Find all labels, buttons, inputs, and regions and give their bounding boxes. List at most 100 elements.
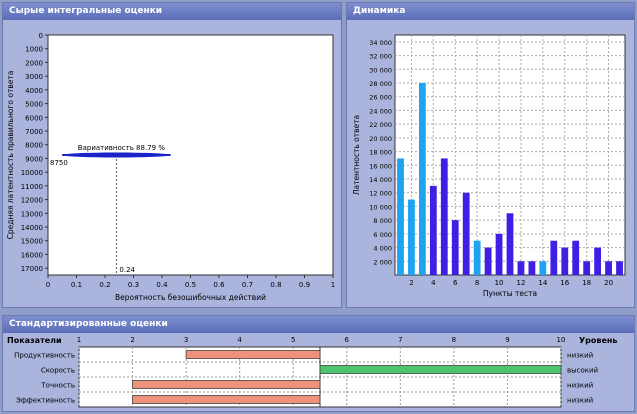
x-tick-label: 7 (398, 336, 402, 344)
bar (429, 185, 437, 275)
x-tick-label: 2 (130, 336, 134, 344)
bar (473, 240, 481, 275)
y-tick-label: 7000 (25, 128, 43, 136)
x-tick-label: 0.6 (213, 281, 225, 289)
x-tick-label: 5 (291, 336, 295, 344)
x-tick-label: 1 (77, 336, 81, 344)
standardized-title: Стандартизированные оценки (3, 316, 634, 333)
x-tick-label: 0.9 (299, 281, 310, 289)
y-tick-label: 6 000 (373, 231, 392, 239)
row-label: Точность (40, 382, 75, 390)
y-tick-label: 1000 (25, 46, 43, 54)
bar (517, 261, 525, 275)
point-x-label: 0.24 (119, 266, 135, 274)
x-tick-label: 20 (604, 279, 613, 287)
x-tick-label: 8 (452, 336, 456, 344)
row-level: низкий (567, 382, 593, 390)
point-y-label: 8750 (50, 159, 68, 167)
bar (583, 261, 591, 275)
bar (418, 83, 426, 275)
x-tick-label: 16 (560, 279, 569, 287)
x-tick-label: 6 (453, 279, 458, 287)
y-tick-label: 10 000 (369, 203, 392, 211)
x-tick-label: 0.8 (270, 281, 281, 289)
bar (561, 247, 569, 275)
y-tick-label: 0 (39, 32, 43, 40)
standardized-chart: Показатели Уровень 1 2 3 4 5 6 7 8 9 10 Продуктивнос… (7, 336, 617, 408)
y-tick-label: 17000 (21, 265, 43, 273)
y-tick-label: 3000 (25, 73, 43, 81)
bar (495, 233, 503, 275)
x-tick-label: 8 (475, 279, 479, 287)
y-tick-label: 24 000 (369, 107, 392, 115)
x-tick-label: 12 (516, 279, 525, 287)
x-tick-label: 10 (495, 279, 504, 287)
bar (528, 261, 536, 275)
y-tick-label: 4 000 (373, 245, 392, 253)
score-bar (132, 380, 321, 389)
bar (550, 240, 558, 275)
y-axis-label: Средняя латентность правильного ответа (6, 71, 15, 240)
x-tick-label: 14 (538, 279, 547, 287)
bar (397, 158, 404, 275)
x-tick-label: 1 (331, 281, 335, 289)
y-tick-label: 26 000 (369, 94, 392, 102)
bar (572, 240, 580, 275)
y-tick-label: 13000 (21, 210, 43, 218)
row-label: Продуктивность (14, 352, 75, 360)
raw-scores-panel: Сырые интегральные оценки 0 1000 2000 3000 4… (2, 2, 342, 308)
y-tick-label: 6000 (25, 114, 43, 122)
y-tick-label: 14000 (21, 224, 43, 232)
bar (605, 261, 612, 275)
score-bar (185, 350, 321, 359)
dynamics-chart: 2 000 4 000 6 000 8 000 10 000 12 000 14 000 16… (352, 34, 626, 298)
standardized-panel: Стандартизированные оценки Показатели Уро… (2, 315, 635, 412)
y-tick-label: 28 000 (369, 80, 392, 88)
header-level: Уровень (579, 336, 617, 345)
y-tick-label: 34 000 (369, 39, 392, 47)
y-tick-label: 22 000 (369, 121, 392, 129)
bar (462, 192, 470, 275)
y-tick-label: 11000 (21, 183, 43, 191)
bar (484, 247, 492, 275)
x-tick-label: 0.2 (99, 281, 110, 289)
bar (451, 220, 459, 275)
row-level: низкий (567, 352, 593, 360)
row-level: высокий (567, 367, 598, 375)
x-tick-label: 2 (409, 279, 413, 287)
variability-annotation: Вариативность 88.79 % (78, 144, 166, 152)
bar (594, 247, 602, 275)
y-tick-label: 30 000 (369, 66, 392, 74)
y-tick-label: 15000 (21, 238, 43, 246)
x-tick-label: 4 (237, 336, 242, 344)
y-tick-label: 5000 (25, 101, 43, 109)
x-tick-label: 0.1 (71, 281, 82, 289)
row-label: Эффективность (16, 397, 75, 405)
x-axis-label: Пункты теста (483, 289, 537, 298)
row-label: Скорость (41, 367, 75, 375)
y-tick-label: 4000 (25, 87, 43, 95)
variability-bar (62, 152, 171, 158)
y-tick-label: 18 000 (369, 149, 392, 157)
y-tick-label: 12000 (21, 197, 43, 205)
x-tick-label: 0.5 (185, 281, 196, 289)
row-level: низкий (567, 397, 593, 405)
x-tick-label: 10 (557, 336, 566, 344)
dynamics-panel: Динамика 2 000 4 000 6 000 8 000 10 000 12 00… (346, 2, 635, 308)
x-tick-label: 4 (431, 279, 436, 287)
x-tick-label: 0.7 (242, 281, 253, 289)
score-bar (132, 395, 321, 404)
x-tick-label: 3 (184, 336, 188, 344)
y-tick-label: 12 000 (369, 190, 392, 198)
bar (440, 158, 448, 275)
y-tick-label: 8000 (25, 142, 43, 150)
bar (408, 199, 415, 275)
y-tick-label: 10000 (21, 169, 43, 177)
y-tick-label: 32 000 (369, 53, 392, 61)
x-tick-label: 0.3 (128, 281, 139, 289)
bar (539, 261, 547, 275)
x-axis-label: Вероятность безошибочных действий (115, 293, 266, 302)
y-axis-label: Латентность ответа (352, 115, 361, 195)
header-indicators: Показатели (7, 336, 62, 345)
x-tick-label: 9 (505, 336, 509, 344)
